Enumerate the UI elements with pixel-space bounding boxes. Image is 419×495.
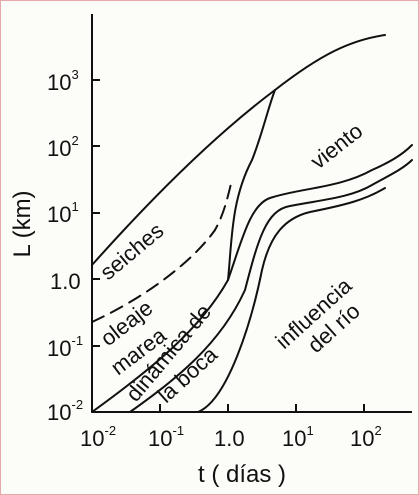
oleaje-dashed-boundary xyxy=(91,179,233,323)
y-tick-label: 10 xyxy=(47,336,71,361)
rio-lower-boundary xyxy=(197,187,386,413)
x-tick-marks xyxy=(159,404,365,412)
seiches-upper-boundary xyxy=(91,34,386,266)
svg-text:102: 102 xyxy=(47,133,79,161)
y-tick-marks xyxy=(92,79,100,347)
y-tick-exponent: 2 xyxy=(71,133,78,148)
x-tick-label: 10 xyxy=(80,426,104,451)
y-tick-exponent: 3 xyxy=(71,67,78,82)
x-tick-label: 10 xyxy=(148,426,172,451)
y-tick-exponent: -2 xyxy=(71,397,83,412)
svg-text:10-2: 10-2 xyxy=(47,397,83,425)
region-label-viento: viento xyxy=(306,118,368,174)
x-tick-label: 10 xyxy=(350,426,374,451)
svg-text:1.0: 1.0 xyxy=(50,269,81,294)
svg-text:10-1: 10-1 xyxy=(148,423,184,451)
y-tick-label: 10 xyxy=(47,136,71,161)
svg-text:101: 101 xyxy=(282,423,314,451)
y-tick-exponent: 1 xyxy=(71,199,78,214)
svg-text:102: 102 xyxy=(350,423,382,451)
x-tick-label: 1.0 xyxy=(214,426,245,451)
x-tick-exponent: 2 xyxy=(374,423,381,438)
svg-text:101: 101 xyxy=(47,199,79,227)
svg-text:10-1: 10-1 xyxy=(47,333,83,361)
svg-text:10-2: 10-2 xyxy=(80,423,116,451)
x-tick-exponent: -2 xyxy=(104,423,116,438)
viento-lower-boundary xyxy=(227,89,276,281)
svg-text:1.0: 1.0 xyxy=(214,426,245,451)
svg-text:103: 103 xyxy=(47,67,79,95)
y-tick-label: 10 xyxy=(47,400,71,425)
marea-lower-boundary xyxy=(91,279,229,413)
y-tick-label: 10 xyxy=(47,70,71,95)
x-tick-labels: 10-2 10-1 1.0 101 102 xyxy=(80,423,382,451)
y-tick-exponent: -1 xyxy=(71,333,83,348)
y-tick-label: 10 xyxy=(47,202,71,227)
x-tick-exponent: -1 xyxy=(172,423,184,438)
y-tick-labels: 103 102 101 1.0 10-1 10-2 xyxy=(47,67,83,425)
y-axis-title: L (km) xyxy=(9,190,36,257)
dinamica-upper-boundary xyxy=(227,144,413,281)
x-tick-label: 10 xyxy=(282,426,306,451)
y-tick-label: 1.0 xyxy=(50,269,81,294)
rio-upper-boundary xyxy=(129,159,413,413)
region-label-seiches: seiches xyxy=(95,218,168,285)
x-axis-title: t ( días ) xyxy=(198,461,286,488)
x-tick-exponent: 1 xyxy=(306,423,313,438)
